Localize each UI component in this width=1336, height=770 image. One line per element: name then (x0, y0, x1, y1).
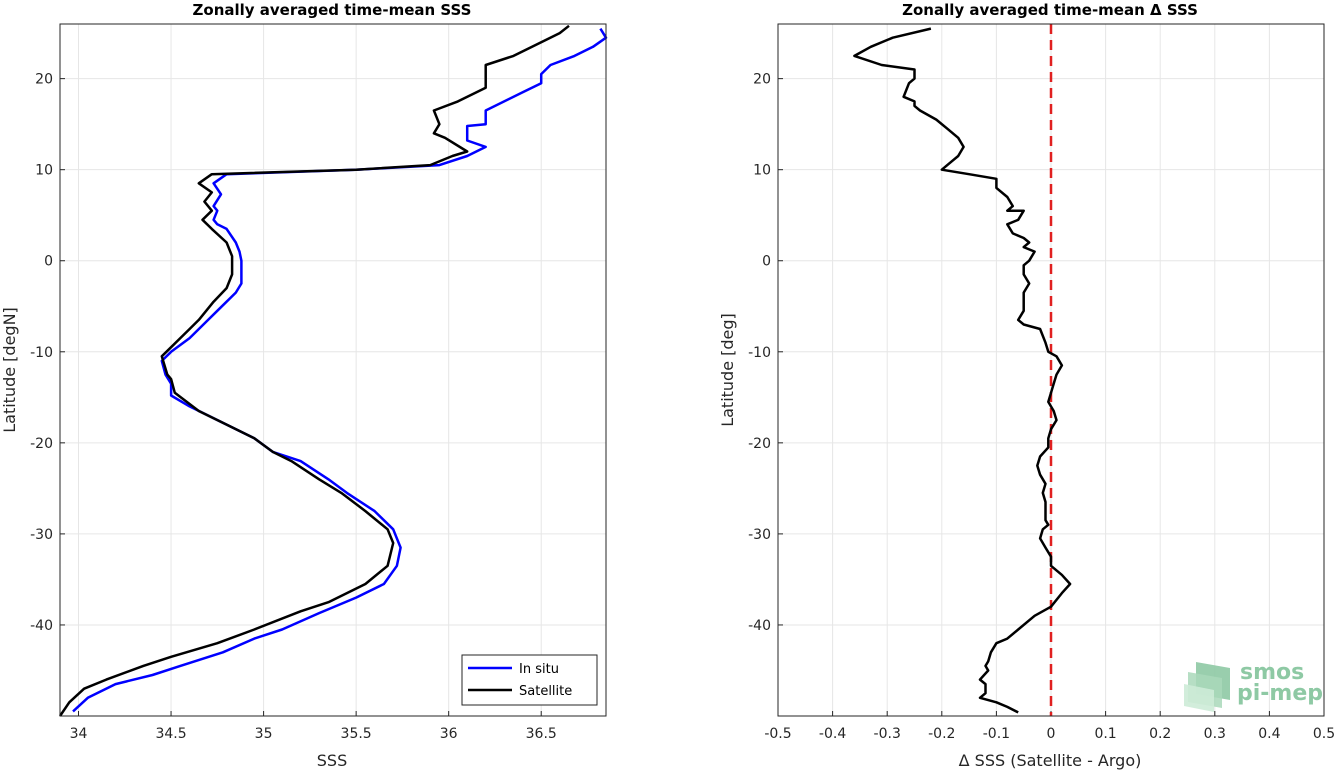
y-tick-label: -20 (30, 436, 53, 452)
left-chart-title: Zonally averaged time-mean SSS (193, 1, 472, 19)
right-plot-frame (777, 23, 1325, 717)
right-tick-labels: -0.5 -0.4 -0.3 -0.2 -0.1 0 0.1 0.2 0.3 0.4 0.5 -40 -… (748, 72, 1335, 742)
y-tick-label: 20 (35, 72, 53, 88)
y-tick-label: 10 (753, 163, 771, 179)
x-tick-label: 0.2 (1149, 726, 1171, 742)
x-tick-label: 36 (440, 726, 458, 742)
left-grid (60, 24, 606, 716)
series-line-in-situ (72, 27, 608, 713)
y-tick-label: 0 (762, 254, 771, 270)
y-tick-label: 20 (753, 72, 771, 88)
left-plot-area (60, 24, 606, 716)
left-plot-frame (59, 23, 607, 717)
right-chart: Zonally averaged time-mean Δ SSS -0.5 -0.… (718, 1, 1335, 770)
x-tick-label: 35 (255, 726, 273, 742)
y-tick-label: -30 (30, 527, 53, 543)
logo-text-pi-mep: pi-mep (1237, 681, 1323, 706)
legend-label-in-situ: In situ (519, 662, 559, 677)
left-y-axis-label: Latitude [degN] (0, 307, 19, 433)
x-tick-label: 36.5 (526, 726, 557, 742)
x-tick-label: 34 (70, 726, 88, 742)
x-tick-label: 0 (1047, 726, 1056, 742)
right-y-axis-label: Latitude [deg] (718, 313, 737, 427)
left-chart: Zonally averaged time-mean SSS 34 34.5 35 3… (0, 1, 608, 770)
logo-text-smos: smos (1240, 660, 1304, 685)
x-tick-label: -0.1 (983, 726, 1010, 742)
y-tick-label: -30 (748, 527, 771, 543)
legend[interactable]: In situ Satellite (461, 654, 598, 706)
y-tick-label: -10 (30, 345, 53, 361)
left-series (58, 24, 608, 717)
x-tick-label: 0.5 (1313, 726, 1335, 742)
y-tick-label: 10 (35, 163, 53, 179)
series-line-delta-sss (853, 27, 1072, 714)
y-tick-label: -40 (748, 618, 771, 634)
x-tick-label: 35.5 (341, 726, 372, 742)
legend-box (461, 654, 598, 706)
right-chart-title: Zonally averaged time-mean Δ SSS (902, 1, 1198, 19)
x-tick-label: 0.1 (1094, 726, 1116, 742)
smos-pi-mep-logo: smos pi-mep (1184, 660, 1323, 712)
series-line-satellite (58, 24, 570, 717)
left-tick-labels: 34 34.5 35 35.5 36 36.5 -40 -30 -20 -10 0 10 20 (30, 72, 557, 742)
x-tick-label: -0.2 (928, 726, 955, 742)
y-tick-label: -20 (748, 436, 771, 452)
x-tick-label: -0.5 (764, 726, 791, 742)
x-tick-label: 0.4 (1258, 726, 1280, 742)
logo-shape-front (1184, 684, 1214, 712)
y-tick-label: -40 (30, 618, 53, 634)
left-x-axis-label: SSS (317, 751, 347, 770)
y-tick-label: 0 (44, 254, 53, 270)
y-tick-label: -10 (748, 345, 771, 361)
legend-label-satellite: Satellite (519, 684, 572, 699)
x-tick-label: 34.5 (155, 726, 186, 742)
x-tick-label: -0.4 (819, 726, 846, 742)
x-tick-label: -0.3 (874, 726, 901, 742)
right-series (853, 27, 1072, 714)
x-tick-label: 0.3 (1204, 726, 1226, 742)
right-x-axis-label: Δ SSS (Satellite - Argo) (959, 751, 1142, 770)
